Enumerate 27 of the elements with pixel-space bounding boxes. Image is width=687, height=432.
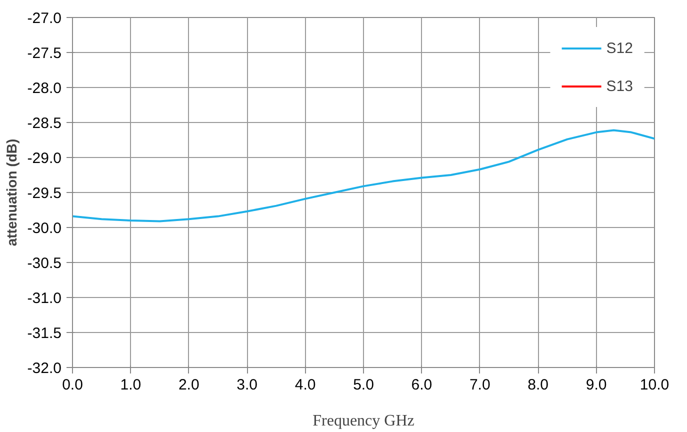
legend-label: S12	[606, 40, 633, 56]
x-tick-label: 6.0	[411, 376, 432, 394]
y-tick-label: -29.0	[27, 150, 62, 167]
x-tick-label: 5.0	[353, 376, 374, 394]
y-tick-label: -29.5	[27, 185, 62, 202]
y-tick-label: -31.0	[27, 290, 62, 307]
y-tick-label: -31.5	[27, 325, 62, 342]
x-tick-label: 2.0	[178, 376, 200, 394]
y-tick-label: -30.0	[27, 220, 62, 237]
legend-label: S13	[606, 78, 633, 94]
y-tick-label: -30.5	[27, 255, 62, 272]
x-tick-label: 10.0	[640, 376, 670, 394]
y-axis-title: attenuation (dB)	[3, 138, 20, 246]
x-tick-label: 7.0	[469, 376, 490, 394]
y-tick-label: -28.5	[27, 115, 62, 132]
x-tick-label: 9.0	[586, 376, 607, 394]
x-tick-label: 4.0	[294, 376, 316, 394]
line-series	[72, 129, 654, 222]
y-tick-label: -27.5	[27, 45, 62, 62]
y-tick-label: -28.0	[27, 80, 62, 97]
x-axis-title: Frequency GHz	[312, 412, 414, 430]
x-tick-label: 1.0	[120, 376, 142, 394]
y-tick-label: -32.0	[27, 360, 62, 377]
x-tick-label: 3.0	[236, 376, 258, 394]
x-tick-label: 0.0	[62, 376, 83, 394]
y-tick-label: -27.0	[27, 10, 62, 27]
x-tick-label: 8.0	[528, 376, 549, 394]
